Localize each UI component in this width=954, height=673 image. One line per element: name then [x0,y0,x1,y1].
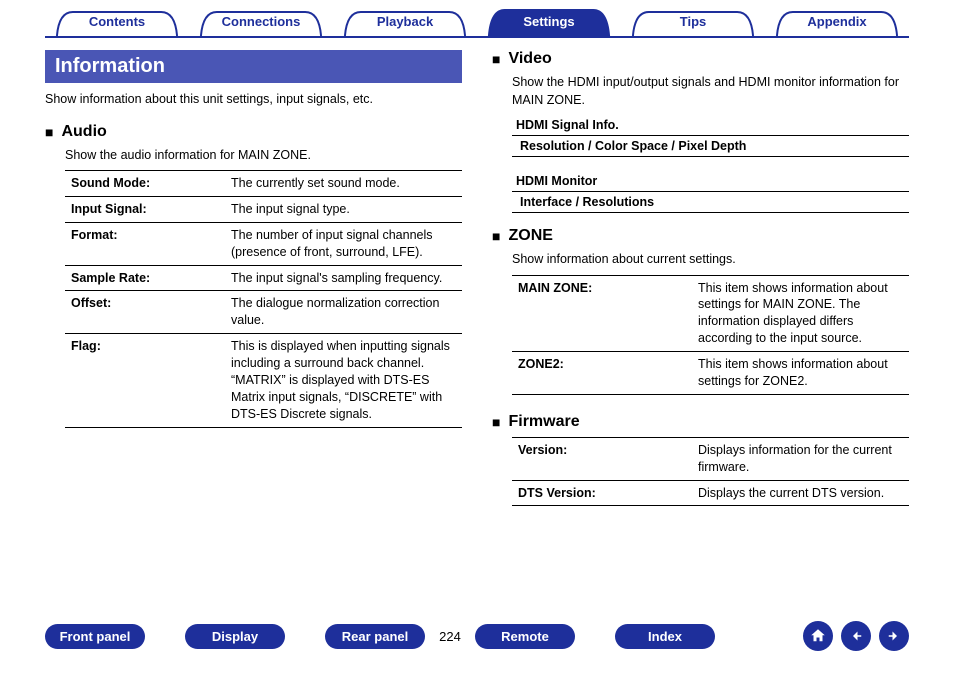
section-title: Firmware [508,413,579,431]
top-nav: Contents Connections Playback Settings T… [0,0,954,36]
table-row: Offset:The dialogue normalization correc… [65,291,462,334]
hdmi-monitor-sub: Interface / Resolutions [512,192,909,213]
zone-heading: ■ ZONE [492,227,909,245]
table-row: Sound Mode:The currently set sound mode. [65,171,462,197]
tab-label: Settings [523,14,574,29]
video-desc: Show the HDMI input/output signals and H… [512,74,909,109]
hdmi-signal-title: HDMI Signal Info. [512,115,909,136]
tab-connections[interactable]: Connections [189,8,333,36]
tab-label: Contents [89,14,145,29]
audio-desc: Show the audio information for MAIN ZONE… [65,147,462,165]
index-button[interactable]: Index [615,624,715,649]
table-row: Input Signal:The input signal type. [65,196,462,222]
table-row: Flag:This is displayed when inputting si… [65,334,462,427]
tab-label: Playback [377,14,433,29]
hdmi-signal-block: HDMI Signal Info. Resolution / Color Spa… [512,115,909,157]
tab-appendix[interactable]: Appendix [765,8,909,36]
home-icon[interactable] [803,621,833,651]
audio-heading: ■ Audio [45,123,462,141]
table-row: DTS Version:Displays the current DTS ver… [512,480,909,506]
front-panel-button[interactable]: Front panel [45,624,145,649]
zone-desc: Show information about current settings. [512,251,909,269]
hdmi-signal-sub: Resolution / Color Space / Pixel Depth [512,136,909,157]
arrow-left-icon[interactable] [841,621,871,651]
remote-button[interactable]: Remote [475,624,575,649]
page-number: 224 [425,629,475,644]
right-column: ■ Video Show the HDMI input/output signa… [492,50,909,524]
tab-contents[interactable]: Contents [45,8,189,36]
left-column: Information Show information about this … [45,50,462,524]
square-bullet-icon: ■ [492,51,500,67]
page-intro: Show information about this unit setting… [45,91,462,109]
firmware-heading: ■ Firmware [492,413,909,431]
arrow-right-icon[interactable] [879,621,909,651]
page-title: Information [45,50,462,83]
display-button[interactable]: Display [185,624,285,649]
content-area: Information Show information about this … [0,38,954,524]
table-row: ZONE2:This item shows information about … [512,352,909,395]
square-bullet-icon: ■ [45,124,53,140]
bottom-nav: Front panel Display Rear panel 224 Remot… [0,621,954,651]
tab-label: Tips [680,14,707,29]
video-heading: ■ Video [492,50,909,68]
tab-settings[interactable]: Settings [477,8,621,36]
table-row: MAIN ZONE:This item shows information ab… [512,275,909,352]
square-bullet-icon: ■ [492,414,500,430]
square-bullet-icon: ■ [492,228,500,244]
zone-table: MAIN ZONE:This item shows information ab… [512,275,909,395]
table-row: Version:Displays information for the cur… [512,437,909,480]
hdmi-monitor-block: HDMI Monitor Interface / Resolutions [512,171,909,213]
audio-table: Sound Mode:The currently set sound mode.… [65,170,462,428]
firmware-table: Version:Displays information for the cur… [512,437,909,507]
tab-label: Appendix [807,14,866,29]
section-title: ZONE [508,227,552,245]
nav-icons [803,621,909,651]
tab-playback[interactable]: Playback [333,8,477,36]
section-title: Audio [61,123,106,141]
table-row: Sample Rate:The input signal's sampling … [65,265,462,291]
hdmi-monitor-title: HDMI Monitor [512,171,909,192]
tab-label: Connections [222,14,301,29]
rear-panel-button[interactable]: Rear panel [325,624,425,649]
tab-tips[interactable]: Tips [621,8,765,36]
section-title: Video [508,50,551,68]
table-row: Format:The number of input signal channe… [65,222,462,265]
